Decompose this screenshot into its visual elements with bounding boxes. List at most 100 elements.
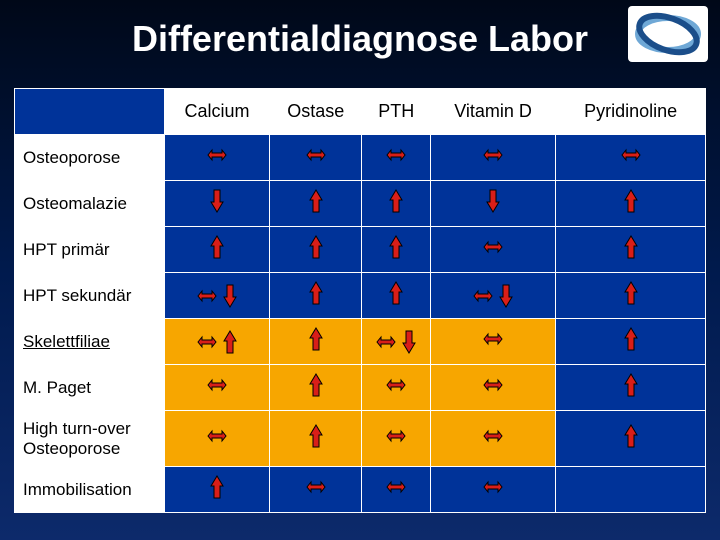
arrow-neutral-icon <box>305 480 327 494</box>
arrow-neutral-icon <box>375 335 397 349</box>
table-cell <box>165 227 270 273</box>
table-cell <box>362 467 430 513</box>
arrow-neutral-icon <box>206 378 228 392</box>
table-cell <box>362 365 430 411</box>
arrow-up-icon <box>209 474 225 500</box>
table-cell <box>270 365 362 411</box>
arrow-neutral-icon <box>472 289 494 303</box>
table-header-row: Calcium Ostase PTH Vitamin D Pyridinolin… <box>15 89 706 135</box>
table-cell <box>430 319 555 365</box>
table-cell <box>270 181 362 227</box>
logo <box>628 6 708 62</box>
table-cell <box>362 181 430 227</box>
row-label: M. Paget <box>15 365 165 411</box>
arrow-up-icon <box>308 188 324 214</box>
table-cell <box>362 319 430 365</box>
table-cell <box>165 181 270 227</box>
arrow-up-icon <box>388 234 404 260</box>
col-header: Vitamin D <box>430 89 555 135</box>
arrow-up-icon <box>308 280 324 306</box>
arrow-up-icon <box>308 372 324 398</box>
arrow-neutral-icon <box>482 332 504 346</box>
arrow-down-icon <box>401 329 417 355</box>
table-cell <box>270 411 362 467</box>
table-cell <box>430 467 555 513</box>
arrow-neutral-icon <box>482 480 504 494</box>
arrow-up-icon <box>623 188 639 214</box>
table-cell <box>165 411 270 467</box>
arrow-up-icon <box>209 234 225 260</box>
table-cell <box>270 319 362 365</box>
table-row: HPT primär <box>15 227 706 273</box>
row-label: Osteomalazie <box>15 181 165 227</box>
arrow-neutral-icon <box>196 289 218 303</box>
arrow-neutral-icon <box>385 148 407 162</box>
table-cell <box>556 227 706 273</box>
header-blank <box>15 89 165 135</box>
row-label: Osteoporose <box>15 135 165 181</box>
arrow-neutral-icon <box>206 148 228 162</box>
table-cell <box>430 181 555 227</box>
table-cell <box>270 273 362 319</box>
arrow-down-icon <box>498 283 514 309</box>
table-row: High turn-overOsteoporose <box>15 411 706 467</box>
arrow-neutral-icon <box>482 378 504 392</box>
table-cell <box>165 467 270 513</box>
table-cell <box>430 135 555 181</box>
table-cell <box>270 135 362 181</box>
table-cell <box>430 365 555 411</box>
table-cell <box>362 273 430 319</box>
arrow-neutral-icon <box>482 240 504 254</box>
table-row: HPT sekundär <box>15 273 706 319</box>
arrow-up-icon <box>388 280 404 306</box>
table-cell <box>362 227 430 273</box>
arrow-up-icon <box>308 326 324 352</box>
table-cell <box>270 227 362 273</box>
table-cell <box>430 273 555 319</box>
arrow-neutral-icon <box>206 429 228 443</box>
col-header: Pyridinoline <box>556 89 706 135</box>
table-cell <box>556 273 706 319</box>
arrow-up-icon <box>623 326 639 352</box>
table-cell <box>556 135 706 181</box>
table-cell <box>362 135 430 181</box>
table-cell <box>165 319 270 365</box>
arrow-neutral-icon <box>620 148 642 162</box>
arrow-neutral-icon <box>482 148 504 162</box>
col-header: Ostase <box>270 89 362 135</box>
table-row: Skelettfiliae <box>15 319 706 365</box>
arrow-up-icon <box>623 372 639 398</box>
table-cell <box>556 411 706 467</box>
arrow-up-icon <box>308 423 324 449</box>
arrow-down-icon <box>209 188 225 214</box>
row-label: High turn-overOsteoporose <box>15 411 165 467</box>
arrow-down-icon <box>485 188 501 214</box>
row-label: Immobilisation <box>15 467 165 513</box>
row-label: Skelettfiliae <box>15 319 165 365</box>
row-label: HPT primär <box>15 227 165 273</box>
table-cell <box>556 181 706 227</box>
arrow-up-icon <box>308 234 324 260</box>
page-title: Differentialdiagnose Labor <box>0 0 720 72</box>
col-header: Calcium <box>165 89 270 135</box>
table-row: Osteoporose <box>15 135 706 181</box>
table-cell <box>430 411 555 467</box>
table-cell <box>270 467 362 513</box>
table-cell <box>165 365 270 411</box>
table-row: Osteomalazie <box>15 181 706 227</box>
arrow-up-icon <box>222 329 238 355</box>
table-row: Immobilisation <box>15 467 706 513</box>
arrow-down-icon <box>222 283 238 309</box>
arrow-up-icon <box>623 234 639 260</box>
arrow-neutral-icon <box>196 335 218 349</box>
col-header: PTH <box>362 89 430 135</box>
table-cell <box>556 319 706 365</box>
table-cell <box>165 135 270 181</box>
arrow-neutral-icon <box>385 480 407 494</box>
table-cell <box>556 467 706 513</box>
row-label: HPT sekundär <box>15 273 165 319</box>
table-cell <box>165 273 270 319</box>
table-cell <box>362 411 430 467</box>
arrow-neutral-icon <box>482 429 504 443</box>
table-cell <box>430 227 555 273</box>
